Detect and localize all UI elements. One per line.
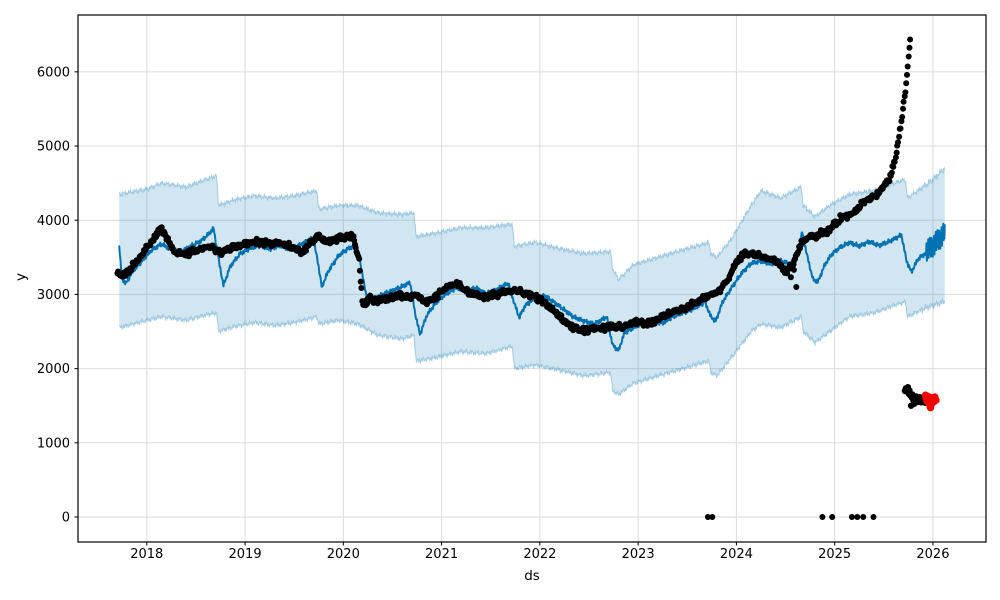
y-tick-label: 2000 [37, 362, 70, 377]
actuals-low-outliers [787, 266, 800, 290]
band-lower-edge [119, 297, 946, 397]
x-tick-label: 2025 [818, 547, 851, 562]
y-tick-label: 4000 [37, 214, 70, 229]
y-axis-label: y [13, 273, 29, 281]
y-tick-label: 6000 [37, 65, 70, 80]
y-tick-label: 5000 [37, 140, 70, 155]
y-tick-label: 0 [62, 511, 70, 526]
y-tick-label: 1000 [37, 436, 70, 451]
x-tick-label: 2022 [523, 547, 556, 562]
zero-value-points [704, 514, 877, 520]
plot-area [114, 36, 946, 520]
anomaly-points [921, 391, 940, 412]
x-tick-label: 2018 [130, 547, 163, 562]
x-axis-label: ds [524, 568, 540, 584]
axes-spines [77, 14, 987, 543]
x-tick-label: 2020 [327, 547, 360, 562]
post-drop-cluster [901, 384, 929, 409]
x-tick-label: 2021 [425, 547, 458, 562]
uncertainty-band [119, 167, 945, 396]
x-tick-label: 2026 [916, 547, 949, 562]
x-tick-label: 2023 [622, 547, 655, 562]
band-upper-edge [118, 166, 946, 282]
x-tick-label: 2019 [229, 547, 262, 562]
actual-points [114, 36, 914, 337]
x-tick-label: 2024 [720, 547, 753, 562]
y-tick-label: 3000 [37, 288, 70, 303]
axis-ticks: 2018 2019 2020 2021 2022 2023 2024 2025 2026 0 100… [37, 65, 950, 561]
